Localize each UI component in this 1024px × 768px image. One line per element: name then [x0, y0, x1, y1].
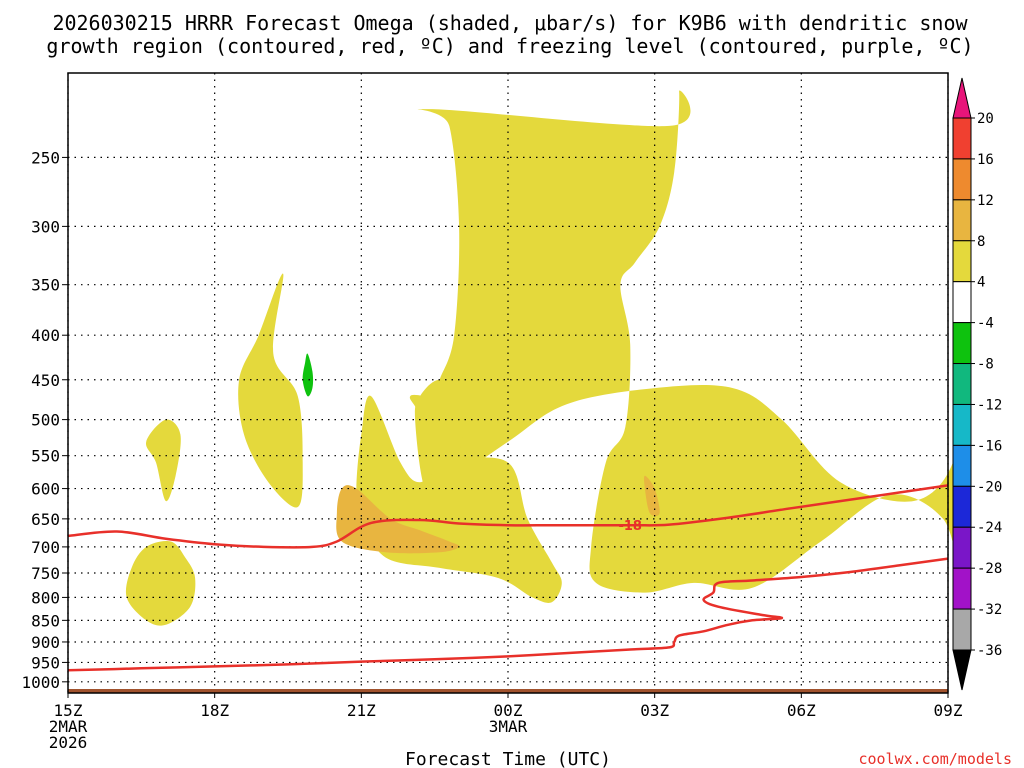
omega-region: [336, 485, 460, 554]
x-tick-label: 2026: [49, 733, 88, 752]
colorbar-swatch: [952, 567, 972, 610]
y-tick-label: 900: [31, 633, 60, 652]
colorbar-swatch: [952, 199, 972, 242]
omega-shading: [125, 90, 965, 626]
y-tick-label: 750: [31, 564, 60, 583]
colorbar-label: -32: [977, 602, 1002, 618]
colorbar-label: 4: [977, 275, 985, 291]
colorbar-label: -12: [977, 397, 1002, 413]
chart-title-line2: growth region (contoured, red, ºC) and f…: [46, 34, 973, 58]
temperature-contours: -18: [67, 484, 949, 672]
colorbar-swatch: [952, 485, 972, 528]
plot-area: -18: [67, 72, 965, 694]
y-tick-label: 250: [31, 148, 60, 167]
colorbar-swatch: [952, 363, 972, 405]
contour-line: [67, 484, 949, 549]
colorbar-label: -4: [977, 316, 994, 332]
colorbar-swatch: [952, 240, 972, 283]
colorbar-label: -20: [977, 479, 1002, 495]
x-tick-label: 21Z: [347, 701, 376, 720]
x-tick-label: 03Z: [640, 701, 669, 720]
x-tick-label: 3MAR: [489, 717, 528, 736]
colorbar-label: -28: [977, 561, 1002, 577]
y-tick-label: 700: [31, 538, 60, 557]
colorbar-swatch: [952, 281, 972, 324]
omega-region: [643, 475, 660, 517]
y-tick-label: 1000: [21, 673, 60, 692]
colorbar-max-arrow: [952, 77, 972, 119]
colorbar: 20 16 12 8 4 -4 -8 -12 -16 -20 -24 -28 -32 -36: [952, 77, 1002, 691]
colorbar-swatch: [952, 608, 972, 651]
x-tick-label: 18Z: [200, 701, 229, 720]
x-tick-label: 06Z: [787, 701, 816, 720]
x-tick-label: 00Z: [494, 701, 523, 720]
y-tick-label: 350: [31, 276, 60, 295]
colorbar-swatch: [952, 322, 972, 365]
y-tick-label: 950: [31, 653, 60, 672]
omega-region: [302, 353, 314, 397]
colorbar-swatch: [952, 158, 972, 201]
credit-label: coolwx.com/models: [858, 750, 1012, 768]
contour-line: [67, 557, 949, 672]
contour-label: -18: [618, 519, 642, 534]
y-tick-label: 550: [31, 447, 60, 466]
colorbar-label: 16: [977, 152, 994, 168]
x-tick-label: 15Z: [54, 701, 83, 720]
colorbar-swatch: [952, 117, 972, 160]
colorbar-min-arrow: [952, 649, 972, 691]
omega-region: [238, 273, 303, 508]
y-tick-label: 400: [31, 326, 60, 345]
colorbar-label: 12: [977, 193, 994, 209]
y-tick-label: 800: [31, 588, 60, 607]
x-tick-label: 09Z: [934, 701, 963, 720]
colorbar-swatch: [952, 403, 972, 446]
colorbar-label: -24: [977, 520, 1002, 536]
y-axis-ticks: 250 300 350 400 450 500 550 600 650 700 750 800 850 9…: [21, 148, 68, 692]
omega-region: [409, 90, 965, 593]
colorbar-swatch: [952, 526, 972, 569]
colorbar-label: -8: [977, 357, 994, 373]
colorbar-swatch: [952, 444, 972, 487]
colorbar-label: -36: [977, 643, 1002, 659]
y-tick-label: 450: [31, 371, 60, 390]
y-tick-label: 500: [31, 411, 60, 430]
y-tick-label: 600: [31, 480, 60, 499]
chart-title-line1: 2026030215 HRRR Forecast Omega (shaded, …: [52, 11, 968, 35]
omega-region: [145, 419, 181, 502]
colorbar-label: -16: [977, 438, 1002, 454]
colorbar-label: 8: [977, 234, 985, 250]
colorbar-label: 20: [977, 111, 994, 127]
omega-region: [125, 540, 196, 626]
x-tick-label: 2MAR: [49, 717, 88, 736]
y-tick-label: 300: [31, 217, 60, 236]
x-axis-label: Forecast Time (UTC): [405, 749, 611, 768]
y-tick-label: 650: [31, 510, 60, 529]
terrain-strip: [68, 689, 948, 693]
y-tick-label: 850: [31, 611, 60, 630]
